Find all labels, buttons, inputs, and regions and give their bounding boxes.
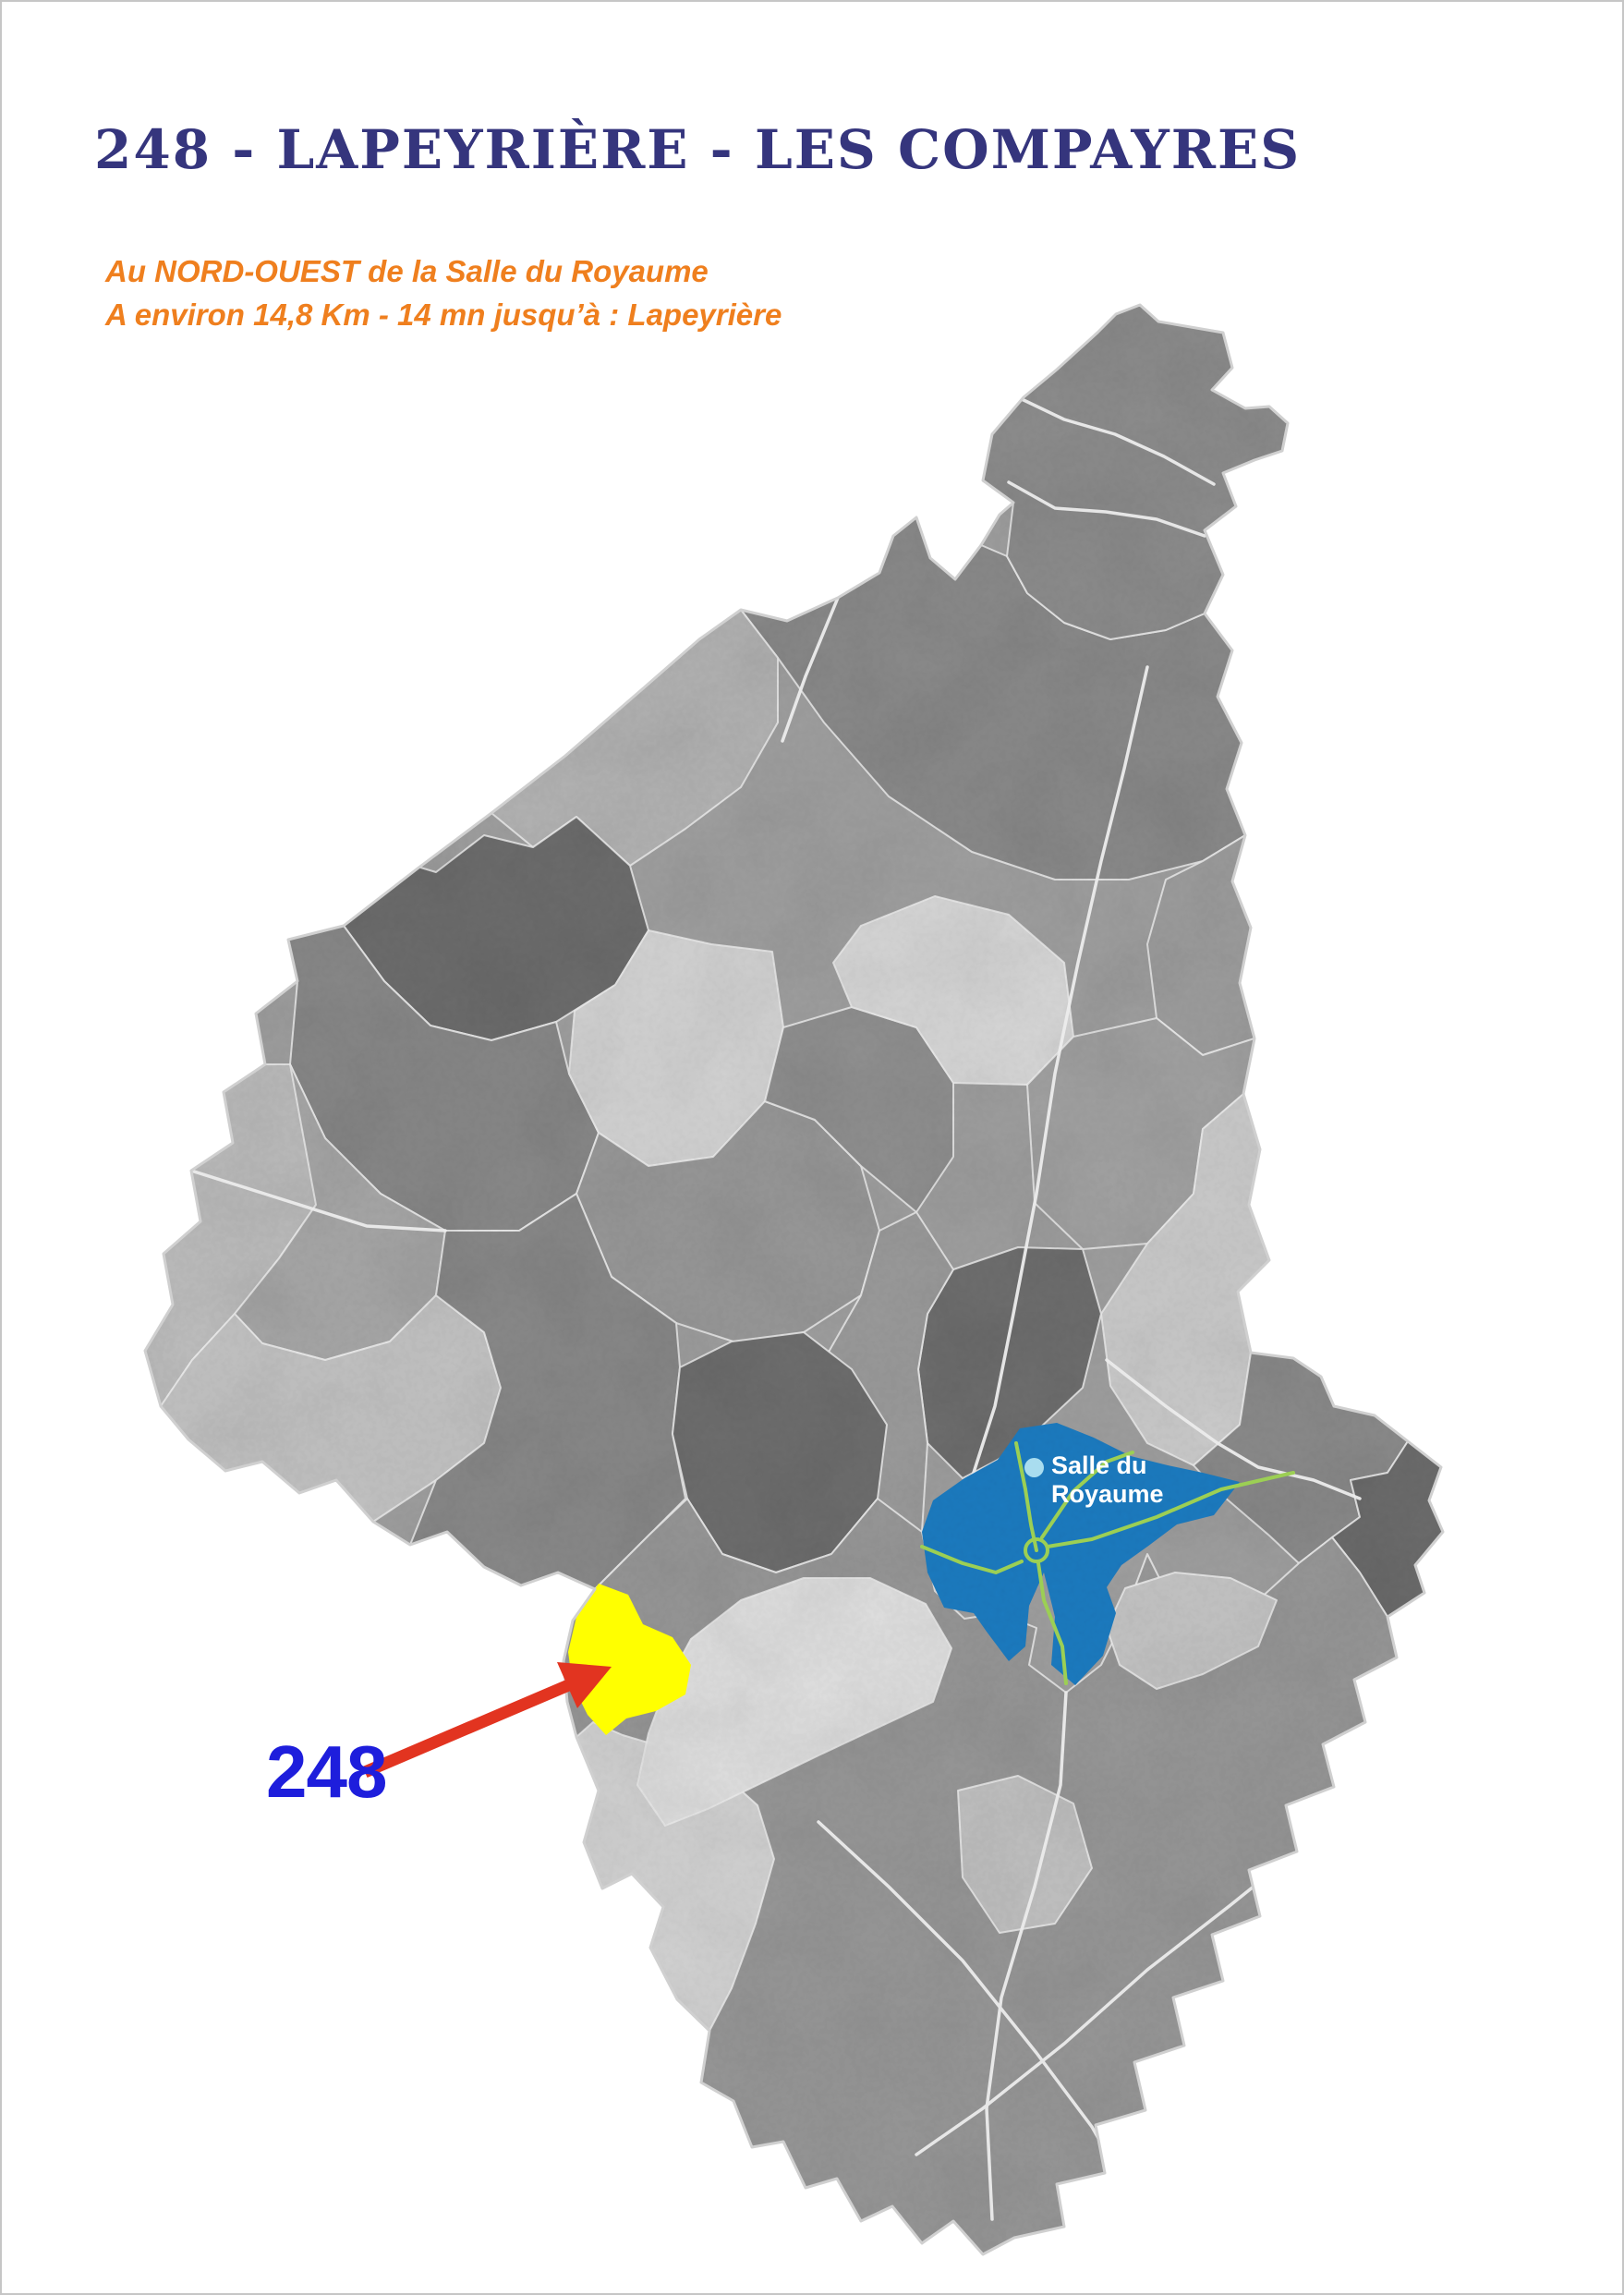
department-area [145, 305, 1443, 2254]
highlighted-territory [568, 1584, 691, 1735]
local-road-lines [920, 1441, 1295, 1685]
territory-pointer-arrow-icon [362, 1662, 612, 1778]
page-title: 248 - LAPEYRIÈRE - LES COMPAYRES [94, 118, 1302, 181]
territory-number-label: 248 [266, 1730, 387, 1813]
directions-line-2: A environ 14,8 Km - 14 mn jusqu’à : Lape… [105, 298, 782, 332]
roundabout-icon [1024, 1537, 1049, 1563]
directions-line-1: Au NORD-OUEST de la Salle du Royaume [105, 254, 709, 288]
terrain-texture [145, 305, 1443, 2254]
landmark-label-line-2: Royaume [1051, 1480, 1164, 1508]
department-outline [143, 303, 1445, 2256]
directions-text: Au NORD-OUEST de la Salle du Royaume A e… [105, 249, 782, 336]
landmark-label-line-1: Salle du [1051, 1451, 1147, 1479]
landmark-label: Salle du Royaume [1051, 1451, 1164, 1509]
landmark-dot-icon [1024, 1458, 1044, 1477]
